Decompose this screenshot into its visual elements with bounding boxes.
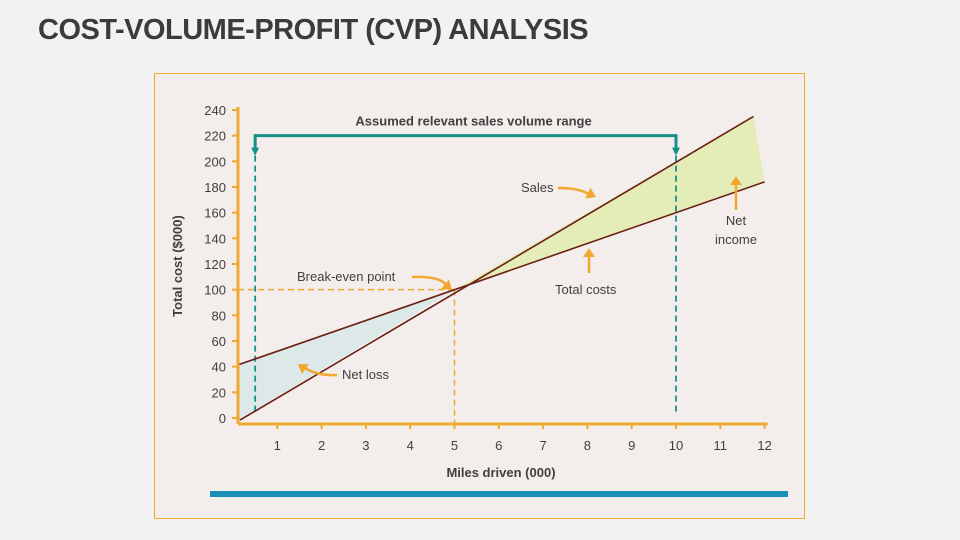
break-even-label: Break-even point (297, 269, 396, 284)
x-tick-label: 2 (318, 438, 325, 453)
sales-label: Sales (521, 180, 554, 195)
net-income-label-line2: income (715, 232, 757, 247)
relevant-range-label: Assumed relevant sales volume range (355, 114, 591, 129)
y-tick-label: 60 (212, 334, 226, 349)
total-costs-arrow-head-icon (583, 248, 595, 257)
x-tick-label: 5 (451, 438, 458, 453)
x-tick-label: 11 (714, 438, 728, 453)
y-tick-label: 160 (204, 206, 226, 221)
y-tick-label: 180 (204, 180, 226, 195)
x-axis-label: Miles driven (000) (446, 465, 555, 480)
y-tick-label: 100 (204, 283, 226, 298)
y-axis-label: Total cost ($000) (170, 215, 185, 317)
y-tick-label: 120 (204, 257, 226, 272)
chart-frame (154, 73, 805, 519)
x-tick-label: 7 (539, 438, 546, 453)
total-costs-label: Total costs (555, 282, 617, 297)
y-tick-label: 80 (212, 308, 226, 323)
x-tick-label: 4 (407, 438, 414, 453)
net-income-region (454, 116, 765, 290)
slide-title: COST-VOLUME-PROFIT (CVP) ANALYSIS (38, 14, 589, 46)
x-tick-label: 8 (584, 438, 591, 453)
accent-bar (210, 491, 788, 497)
x-tick-label: 1 (274, 438, 281, 453)
break-even-arrow-head-icon (441, 279, 452, 290)
sales-arrow (557, 186, 589, 196)
y-tick-label: 20 (212, 385, 226, 400)
x-tick-label: 12 (757, 438, 771, 453)
sales-arrow-head-icon (585, 187, 596, 199)
sales-line (239, 115, 754, 421)
net-loss-label: Net loss (342, 367, 389, 382)
x-tick-label: 3 (362, 438, 369, 453)
range-arrow-icon (672, 147, 680, 156)
range-arrow-icon (251, 147, 260, 156)
net-loss-region (238, 289, 455, 421)
y-tick-label: 140 (204, 231, 226, 246)
y-tick-label: 240 (204, 103, 226, 118)
relevant-range-bracket (253, 134, 678, 150)
x-tick-label: 10 (669, 438, 683, 453)
net-income-arrow-head-icon (730, 176, 742, 185)
break-even-arrow (411, 275, 448, 286)
net-income-label-line1: Net (726, 213, 747, 228)
y-tick-label: 220 (204, 129, 226, 144)
y-tick-label: 200 (204, 154, 226, 169)
net-loss-arrow-head-icon (298, 364, 309, 375)
y-tick-label: 0 (219, 411, 226, 426)
net-loss-arrow (304, 366, 338, 377)
x-tick-label: 9 (628, 438, 635, 453)
x-tick-label: 6 (495, 438, 502, 453)
y-tick-label: 40 (212, 360, 226, 375)
total-costs-line (237, 181, 765, 366)
